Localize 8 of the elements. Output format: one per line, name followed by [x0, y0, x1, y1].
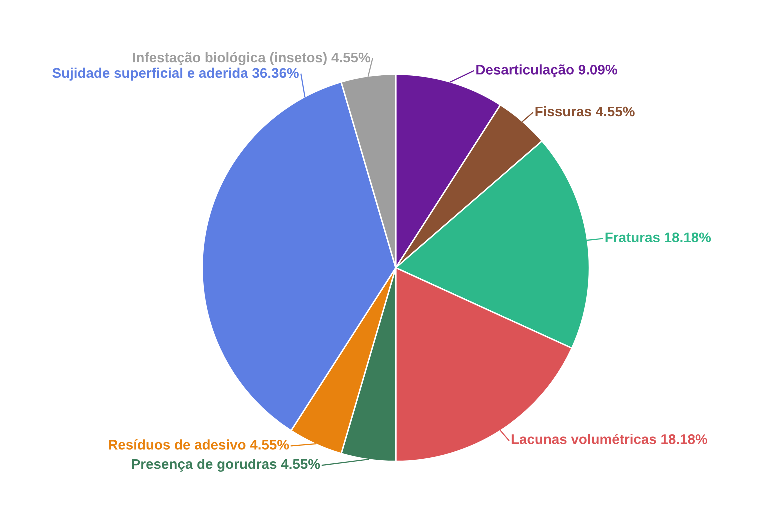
slice-label: Fissuras 4.55%: [536, 106, 635, 117]
slice-label: Infestação biológica (insetos) 4.55%: [133, 52, 370, 66]
slice-label: Resíduos de adesivo 4.55%: [109, 440, 290, 450]
slice-label: Desarticulação 9.09%: [476, 64, 618, 78]
slice-label: Presença de gorudras 4.55%: [132, 458, 320, 472]
slice-label: Sujidade superficial e aderida 36.36%: [52, 68, 299, 81]
slice-label: Fraturas 18.18%: [606, 232, 712, 243]
slice-label: Lacunas volumétricas 18.18%: [512, 434, 708, 444]
